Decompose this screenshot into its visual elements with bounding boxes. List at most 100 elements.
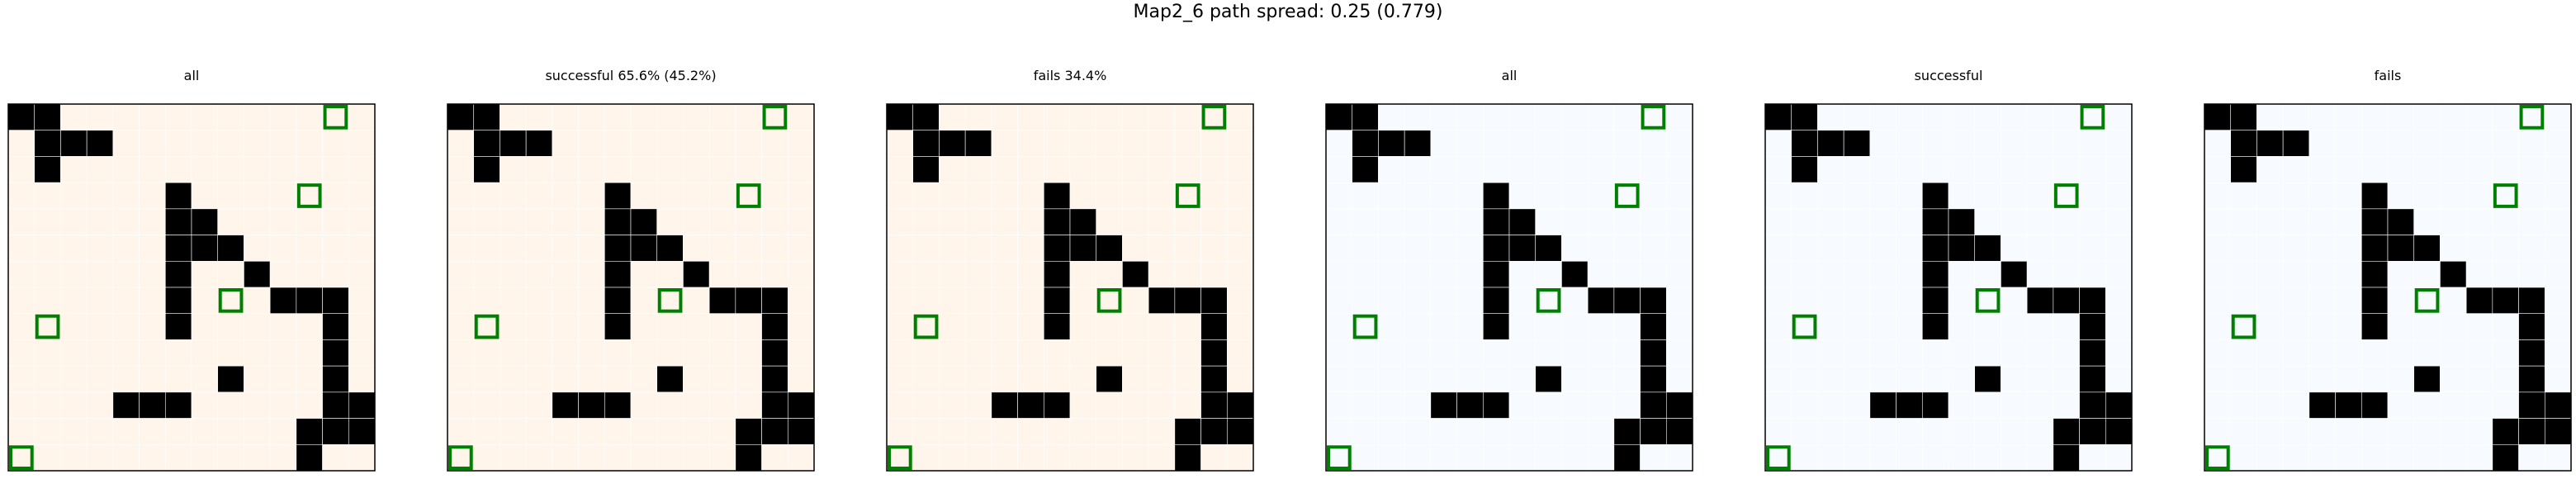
heatmap-cell	[1226, 260, 1254, 288]
heatmap-cell	[1148, 260, 1176, 288]
heatmap-cell	[1535, 418, 1562, 445]
heatmap-cell	[1430, 130, 1457, 157]
heatmap-cell	[2492, 130, 2519, 157]
heatmap-cell	[244, 339, 271, 367]
heatmap-cell	[2053, 235, 2080, 262]
heatmap-cell	[2230, 208, 2257, 235]
heatmap-cell	[2079, 130, 2106, 157]
heatmap-cell	[1561, 208, 1589, 235]
heatmap-cell	[164, 130, 192, 157]
heatmap-cell	[2026, 418, 2054, 445]
heatmap-panel-6	[2204, 103, 2572, 472]
heatmap-cell	[630, 156, 658, 183]
heatmap-cell	[1096, 130, 1123, 157]
wall-cell	[656, 235, 684, 262]
heatmap-cell	[2204, 260, 2232, 288]
heatmap-cell	[1640, 443, 1667, 472]
heatmap-cell	[2440, 235, 2467, 262]
heatmap-cell	[1325, 182, 1353, 210]
heatmap-cell	[34, 235, 61, 262]
heatmap-cell	[2282, 391, 2310, 419]
heatmap-cell	[1896, 339, 1923, 367]
heatmap-cell	[1404, 365, 1432, 393]
heatmap-cell	[2256, 260, 2284, 288]
heatmap-cell	[1430, 287, 1457, 315]
heatmap-cell	[217, 287, 244, 315]
heatmap-cell	[1352, 287, 1379, 315]
wall-cell	[1535, 365, 1562, 393]
wall-cell	[2361, 287, 2389, 315]
heatmap-cell	[139, 208, 166, 235]
heatmap-cell	[1096, 287, 1123, 315]
heatmap-cell	[1226, 130, 1254, 157]
heatmap-cell	[60, 391, 88, 419]
heatmap-cell	[912, 443, 940, 472]
heatmap-cell	[244, 156, 271, 183]
heatmap-cell	[2413, 156, 2441, 183]
wall-cell	[1096, 365, 1123, 393]
heatmap-cell	[2387, 260, 2415, 288]
wall-cell	[2387, 235, 2415, 262]
heatmap-cell	[630, 260, 658, 288]
heatmap-cell	[164, 103, 192, 131]
heatmap-cell	[1869, 156, 1896, 183]
heatmap-cell	[1122, 182, 1149, 210]
heatmap-cell	[139, 103, 166, 131]
heatmap-cell	[1869, 260, 1896, 288]
heatmap-cell	[2204, 365, 2232, 393]
panel-frame	[1764, 103, 2133, 472]
heatmap-cell	[1508, 130, 1537, 157]
heatmap-cell	[939, 103, 966, 131]
heatmap-cell	[60, 418, 88, 445]
heatmap-cell	[1948, 418, 1976, 445]
wall-cell	[761, 287, 788, 315]
heatmap-cell	[1817, 208, 1844, 235]
heatmap-cell	[34, 260, 61, 288]
heatmap-cell	[269, 339, 297, 367]
heatmap-cell	[2053, 391, 2080, 419]
heatmap-cell	[886, 443, 914, 472]
heatmap-cell	[1017, 365, 1044, 393]
heatmap-cell	[656, 287, 684, 315]
heatmap-cell	[2413, 313, 2441, 340]
wall-cell	[1456, 391, 1484, 419]
heatmap-cell	[1404, 260, 1432, 288]
heatmap-cell	[1764, 156, 1792, 183]
heatmap-cell	[1069, 443, 1097, 472]
heatmap-cell	[322, 260, 349, 288]
heatmap-cell	[1817, 313, 1844, 340]
heatmap-cell	[708, 235, 736, 262]
heatmap-cell	[2440, 418, 2467, 445]
heatmap-cell	[886, 365, 914, 393]
heatmap-cell	[991, 182, 1018, 210]
wall-cell	[1200, 339, 1228, 367]
goal-marker	[323, 105, 348, 130]
heatmap-cell	[2001, 313, 2028, 340]
heatmap-cell	[964, 235, 992, 262]
heatmap-cell	[112, 235, 140, 262]
heatmap-cell	[1069, 339, 1097, 367]
heatmap-cell	[269, 418, 297, 445]
heatmap-panel-1	[7, 103, 376, 472]
heatmap-cell	[1378, 391, 1405, 419]
heatmap-cell	[735, 339, 762, 367]
heatmap-cell	[2335, 182, 2362, 210]
heatmap-cell	[578, 156, 605, 183]
heatmap-cell	[1587, 103, 1615, 131]
heatmap-cell	[683, 130, 710, 157]
heatmap-cell	[1561, 287, 1589, 315]
heatmap-cell	[1096, 391, 1123, 419]
heatmap-cell	[2492, 391, 2519, 419]
heatmap-cell	[1791, 339, 1818, 367]
heatmap-cell	[1456, 208, 1484, 235]
heatmap-cell	[348, 208, 376, 235]
heatmap-cell	[112, 313, 140, 340]
heatmap-cell	[7, 182, 36, 210]
heatmap-cell	[1613, 182, 1641, 210]
heatmap-cell	[1948, 287, 1976, 315]
heatmap-cell	[139, 287, 166, 315]
heatmap-cell	[1640, 103, 1667, 131]
heatmap-cell	[1561, 339, 1589, 367]
heatmap-cell	[939, 365, 966, 393]
heatmap-cell	[2413, 103, 2441, 131]
